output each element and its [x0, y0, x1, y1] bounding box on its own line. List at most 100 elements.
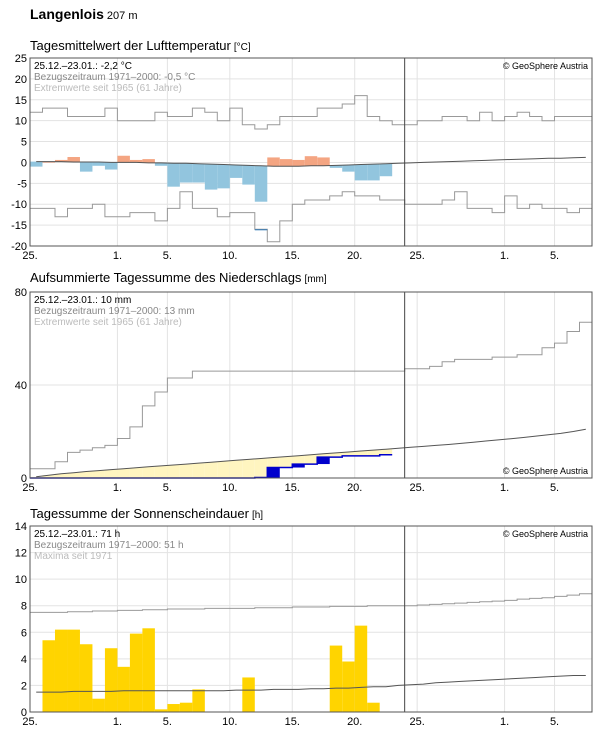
- precipitation-xtick-label: 1.: [500, 482, 509, 494]
- precip-deficit-area: [67, 472, 80, 478]
- precip-deficit-area: [92, 470, 105, 478]
- temperature-legend-line: Extremwerte seit 1965 (61 Jahre): [34, 83, 182, 94]
- temperature-ytick-label: 10: [15, 116, 27, 128]
- sunshine-ytick-label: 12: [15, 548, 27, 560]
- precip-deficit-area: [254, 458, 268, 478]
- precip-deficit-area: [304, 454, 318, 465]
- temperature-bar: [204, 164, 218, 190]
- precip-deficit-area: [379, 449, 393, 455]
- sunshine-bar: [142, 628, 155, 712]
- precip-deficit-area: [54, 473, 68, 478]
- temperature-bar: [67, 157, 80, 163]
- sunshine-xtick-label: 15.: [285, 716, 300, 728]
- sunshine-unit: [h]: [251, 510, 264, 521]
- sunshine-bar: [167, 704, 180, 712]
- temperature-panel-title: Tagesmittelwert der Lufttemperatur [°C]: [30, 38, 251, 53]
- temperature-ytick-label: 5: [21, 137, 27, 149]
- precip-deficit-area: [117, 468, 130, 478]
- sunshine-ytick-label: 14: [15, 521, 27, 533]
- precipitation-panel-title: Aufsummierte Tagessumme des Niederschlag…: [30, 270, 327, 285]
- sunshine-bar: [54, 629, 68, 712]
- station-header: Langenlois 207 m: [30, 6, 137, 22]
- precipitation-xtick-label: 5.: [163, 482, 172, 494]
- temperature-bar: [254, 165, 268, 202]
- precipitation-title-text: Aufsummierte Tagessumme des Niederschlag…: [30, 270, 302, 285]
- temperature-bar: [354, 164, 368, 181]
- temperature-bar: [267, 157, 280, 167]
- temperature-bar: [42, 161, 55, 163]
- precip-deficit-area: [292, 455, 305, 465]
- precip-deficit-area: [329, 452, 343, 458]
- station-altitude: 207 m: [106, 10, 138, 22]
- sunshine-ytick-label: 4: [21, 654, 27, 666]
- sunshine-xtick-label: 1.: [113, 716, 122, 728]
- temperature-bar: [179, 163, 193, 183]
- precipitation-xtick-label: 5.: [550, 482, 559, 494]
- precip-deficit-area: [129, 467, 143, 478]
- temperature-max-line: [30, 95, 592, 130]
- temperature-bar: [304, 156, 318, 166]
- temperature-bar: [142, 159, 155, 163]
- sunshine-bar: [242, 677, 255, 712]
- temperature-bar: [329, 165, 343, 168]
- precipitation-frame: [29, 291, 593, 479]
- temperature-xtick-label: 25.: [410, 250, 425, 262]
- precipitation-xtick-label: 25.: [410, 482, 425, 494]
- precipitation-xtick-label: 1.: [113, 482, 122, 494]
- sunshine-max-line: [30, 593, 592, 613]
- sunshine-bar: [79, 644, 93, 712]
- sunshine-title-text: Tagessumme der Sonnenscheindauer: [30, 506, 249, 521]
- precip-deficit-area: [79, 471, 93, 478]
- precip-deficit-area: [354, 451, 368, 456]
- sunshine-xtick-label: 20.: [347, 716, 362, 728]
- temperature-xtick-label: 5.: [550, 250, 559, 262]
- temperature-min-line: [30, 191, 592, 243]
- temperature-ytick-label: 0: [21, 157, 27, 169]
- temperature-xtick-label: 25.: [22, 250, 37, 262]
- precip-deficit-area: [142, 466, 155, 478]
- sunshine-xtick-label: 1.: [500, 716, 509, 728]
- precip-deficit-area: [217, 461, 230, 478]
- temperature-legend-line: Bezugszeitraum 1971–2000: -0,5 °C: [34, 72, 195, 83]
- sunshine-ytick-label: 2: [21, 680, 27, 692]
- sunshine-bar: [329, 645, 343, 712]
- precip-deficit-area: [167, 464, 180, 478]
- sunshine-bar: [42, 640, 55, 712]
- sunshine-xtick-label: 10.: [222, 716, 237, 728]
- temperature-bar: [279, 159, 293, 167]
- precipitation-legend-line: 25.12.–23.01.: 10 mm: [34, 295, 131, 306]
- sunshine-legend-line: Bezugszeitraum 1971–2000: 51 h: [34, 540, 184, 551]
- temperature-ytick-label: -10: [11, 199, 27, 211]
- precipitation-credit: © GeoSphere Austria: [503, 466, 588, 476]
- precip-deficit-area: [342, 451, 355, 456]
- temperature-bar: [367, 164, 380, 181]
- sunshine-bar: [342, 661, 355, 712]
- precipitation-xtick-label: 15.: [285, 482, 300, 494]
- temperature-ytick-label: 25: [15, 53, 27, 65]
- temperature-bar: [379, 163, 393, 177]
- sunshine-bar: [179, 702, 193, 712]
- sunshine-bar: [354, 625, 368, 712]
- temperature-xtick-label: 5.: [163, 250, 172, 262]
- temperature-bar: [342, 164, 355, 172]
- temperature-bar: [292, 159, 305, 167]
- station-name: Langenlois: [30, 6, 104, 22]
- precip-rain-step: [267, 467, 280, 478]
- precip-deficit-area: [367, 450, 380, 456]
- precipitation-xtick-label: 20.: [347, 482, 362, 494]
- temperature-bar: [117, 155, 130, 163]
- temperature-bar: [54, 159, 68, 162]
- sunshine-bar: [154, 709, 168, 712]
- sunshine-legend-line: 25.12.–23.01.: 71 h: [34, 529, 120, 540]
- sunshine-ytick-label: 0: [21, 707, 27, 719]
- temperature-normal-line: [36, 156, 586, 167]
- precipitation-legend-line: Extremwerte seit 1965 (61 Jahre): [34, 317, 182, 328]
- temperature-credit: © GeoSphere Austria: [503, 61, 588, 71]
- sunshine-normal-line: [36, 675, 586, 693]
- precip-deficit-area: [154, 465, 168, 478]
- temperature-bar: [92, 162, 105, 166]
- temperature-ytick-label: 15: [15, 95, 27, 107]
- temperature-extreme-bar: [254, 229, 268, 231]
- temperature-bar: [129, 159, 143, 163]
